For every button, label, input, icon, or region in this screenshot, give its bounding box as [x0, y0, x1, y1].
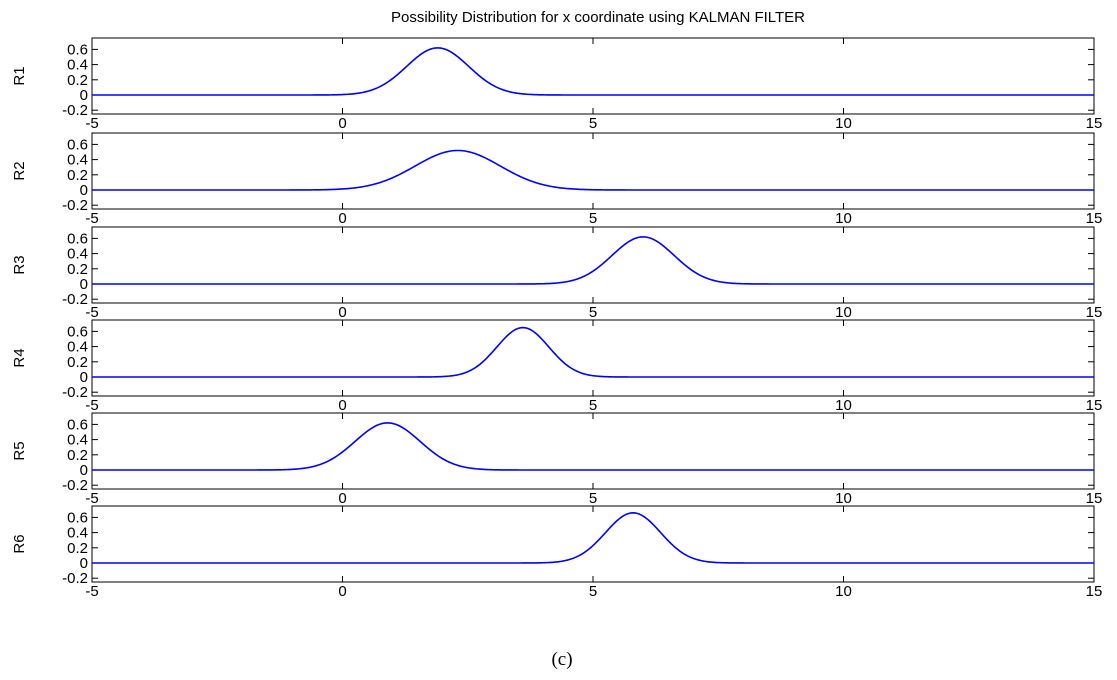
y-tick-label: -0.2 — [62, 477, 88, 494]
figure-caption: (c) — [551, 649, 572, 670]
axes-frame — [91, 226, 1095, 304]
y-tick-label: 0 — [80, 462, 88, 479]
y-tick-label: -0.2 — [62, 197, 88, 214]
y-tick-label: 0.6 — [67, 416, 88, 433]
x-tick-label: -5 — [85, 304, 98, 321]
y-tick-label: 0.6 — [67, 509, 88, 526]
x-tick-label: 0 — [338, 397, 346, 414]
x-tick-label: 0 — [338, 115, 346, 132]
x-tick-label: 5 — [589, 304, 597, 321]
y-tick-label: 0.4 — [67, 525, 88, 542]
figure-title: Possibility Distribution for x coordinat… — [391, 9, 805, 26]
y-tick-label: 0.2 — [67, 261, 88, 278]
axes-frame — [91, 319, 1095, 397]
series-line — [92, 422, 1094, 471]
x-tick-label: -5 — [85, 397, 98, 414]
y-tick-label: 0.2 — [67, 167, 88, 184]
x-tick-label: 5 — [589, 115, 597, 132]
y-tick-label: 0.6 — [67, 41, 88, 58]
x-tick-label: 15 — [1086, 583, 1103, 600]
axes-frame — [91, 412, 1095, 490]
y-tick-label: 0.2 — [67, 447, 88, 464]
y-tick-label: 0.6 — [67, 230, 88, 247]
y-tick-label: -0.2 — [62, 291, 88, 308]
series-line — [92, 236, 1094, 285]
series-line — [92, 512, 1094, 564]
axes-frame — [91, 37, 1095, 115]
x-tick-label: 10 — [835, 304, 852, 321]
y-axis-label: R3 — [11, 255, 28, 274]
axes-frame — [91, 132, 1095, 210]
y-axis-label: R1 — [11, 66, 28, 85]
y-tick-label: 0 — [80, 369, 88, 386]
y-tick-label: -0.2 — [62, 570, 88, 587]
x-tick-label: 10 — [835, 397, 852, 414]
y-tick-label: 0.2 — [67, 354, 88, 371]
x-tick-label: 0 — [338, 210, 346, 227]
series-line — [92, 47, 1094, 96]
x-tick-label: 10 — [835, 115, 852, 132]
x-tick-label: 10 — [835, 583, 852, 600]
y-tick-label: -0.2 — [62, 384, 88, 401]
y-tick-label: 0.6 — [67, 323, 88, 340]
axes-frame — [91, 505, 1095, 583]
y-tick-label: 0.2 — [67, 72, 88, 89]
y-tick-label: 0.4 — [67, 432, 88, 449]
y-tick-label: 0.2 — [67, 540, 88, 557]
series-line — [92, 149, 1094, 191]
y-tick-label: 0.6 — [67, 136, 88, 153]
x-tick-label: -5 — [85, 115, 98, 132]
x-tick-label: 0 — [338, 490, 346, 507]
subplot-panels: 0.60.40.20-0.2-5 0 5 10 15R10.60.40.20-0.2-5… — [11, 37, 1103, 600]
y-axis-label: R4 — [11, 348, 28, 367]
y-tick-label: 0.4 — [67, 152, 88, 169]
x-tick-label: 15 — [1086, 490, 1103, 507]
x-tick-label: -5 — [85, 490, 98, 507]
y-tick-label: 0.4 — [67, 57, 88, 74]
x-tick-label: 15 — [1086, 397, 1103, 414]
y-tick-label: -0.2 — [62, 102, 88, 119]
y-tick-label: 0.4 — [67, 339, 88, 356]
x-tick-label: 10 — [835, 490, 852, 507]
x-tick-label: 15 — [1086, 304, 1103, 321]
series-line — [92, 326, 1094, 378]
y-tick-label: 0 — [80, 182, 88, 199]
x-tick-label: -5 — [85, 210, 98, 227]
y-axis-label: R5 — [11, 441, 28, 460]
x-tick-label: 15 — [1086, 210, 1103, 227]
x-tick-label: 5 — [589, 583, 597, 600]
x-tick-label: 5 — [589, 397, 597, 414]
x-tick-label: 15 — [1086, 115, 1103, 132]
y-axis-label: R6 — [11, 534, 28, 553]
x-tick-label: 0 — [338, 304, 346, 321]
y-tick-label: 0 — [80, 276, 88, 293]
x-tick-label: 0 — [338, 583, 346, 600]
x-tick-label: 5 — [589, 490, 597, 507]
x-tick-label: 10 — [835, 210, 852, 227]
x-tick-label: 5 — [589, 210, 597, 227]
y-tick-label: 0.4 — [67, 246, 88, 263]
y-tick-label: 0 — [80, 87, 88, 104]
y-tick-label: 0 — [80, 555, 88, 572]
y-axis-label: R2 — [11, 161, 28, 180]
x-tick-label: -5 — [85, 583, 98, 600]
